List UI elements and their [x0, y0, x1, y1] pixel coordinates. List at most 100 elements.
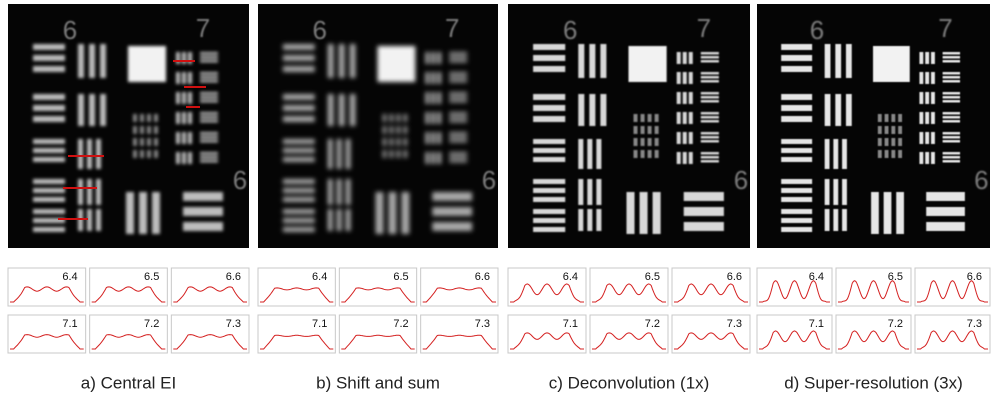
bar-element — [33, 94, 65, 100]
bar-element — [931, 132, 935, 144]
bar-element — [389, 126, 393, 134]
bar-element — [283, 116, 315, 122]
bar-element — [943, 92, 960, 95]
bar-element — [200, 100, 218, 103]
profile-plot: 6.6 — [915, 268, 990, 306]
bar-element — [701, 160, 719, 163]
profile-plot: 6.4 — [757, 268, 832, 306]
bar-element — [641, 114, 645, 122]
bar-element — [891, 138, 895, 146]
bar-element — [898, 138, 902, 146]
bar-element — [78, 179, 83, 205]
plot-label: 7.1 — [62, 318, 77, 330]
bar-element — [925, 52, 929, 64]
bar-element — [634, 114, 638, 122]
bar-element — [835, 44, 841, 78]
bar-element — [437, 92, 441, 104]
profile-plot: 6.4 — [258, 268, 335, 306]
bar-element — [596, 139, 601, 169]
bar-element — [449, 80, 467, 83]
bar-element — [283, 44, 315, 50]
bar-element — [437, 72, 441, 84]
bar-element — [677, 72, 681, 84]
group-label: 6 — [482, 165, 496, 195]
profile-plot: 7.2 — [339, 315, 416, 353]
plot-label: 6.6 — [967, 271, 982, 283]
bar-element — [328, 139, 333, 169]
bar-element — [943, 136, 960, 139]
bar-element — [33, 197, 65, 202]
bar-element — [449, 136, 467, 139]
bar-element — [328, 209, 333, 231]
profile-plot: 7.1 — [258, 315, 335, 353]
bar-element — [425, 52, 429, 64]
bar-element — [133, 138, 137, 146]
plot-label: 6.5 — [144, 271, 159, 283]
bar-element — [449, 120, 467, 123]
bar-element — [200, 160, 218, 163]
group-label: 6 — [63, 15, 77, 45]
bar-element — [701, 80, 719, 83]
bar-element — [449, 152, 467, 155]
bar-element — [283, 188, 315, 193]
bar-element — [578, 44, 584, 78]
bar-element — [182, 72, 186, 84]
profile-line-marker — [186, 106, 200, 108]
bar-element — [283, 218, 315, 223]
bar-element — [403, 150, 407, 158]
bar-element — [825, 44, 831, 78]
group-label: 6 — [233, 165, 247, 195]
bar-element — [596, 209, 601, 231]
bar-element — [533, 188, 565, 193]
bar-element — [154, 114, 158, 122]
bar-element — [425, 72, 429, 84]
bar-element — [431, 152, 435, 164]
panel: 6766.46.56.67.17.27.3d) Super-resolution… — [757, 4, 990, 392]
bar-element — [701, 92, 719, 95]
plot-label: 7.2 — [888, 318, 903, 330]
target-image: 676 — [757, 4, 990, 248]
bar-element — [89, 94, 95, 126]
group-label: 6 — [810, 15, 824, 45]
bar-element — [833, 139, 838, 169]
bar-element — [781, 105, 812, 111]
bar-element — [648, 150, 652, 158]
bar-element — [684, 192, 724, 201]
panel: 6766.46.56.67.17.27.3c) Deconvolution (1… — [508, 4, 750, 392]
bar-element — [431, 132, 435, 144]
bar-element — [96, 139, 101, 169]
bar-element — [781, 139, 812, 144]
profile-plot: 7.2 — [590, 315, 668, 353]
bar-element — [683, 52, 687, 64]
bar-element — [587, 209, 592, 231]
bar-element — [350, 94, 356, 126]
plot-label: 6.5 — [645, 271, 660, 283]
panel: 6766.46.56.67.17.27.3a) Central EI — [8, 4, 249, 392]
bar-element — [641, 126, 645, 134]
bar-element — [677, 112, 681, 124]
bar-element — [701, 132, 719, 135]
profile-plot: 7.3 — [915, 315, 990, 353]
bar-element — [943, 76, 960, 79]
bar-element — [382, 150, 386, 158]
bar-element — [842, 209, 847, 231]
bar-element — [600, 94, 606, 126]
bar-element — [677, 92, 681, 104]
bar-element — [925, 132, 929, 144]
group-label: 7 — [938, 13, 952, 43]
bar-element — [96, 209, 101, 231]
bar-element — [701, 120, 719, 123]
bar-element — [781, 116, 812, 122]
bar-element — [283, 148, 315, 153]
bar-element — [943, 160, 960, 163]
bar-element — [437, 152, 441, 164]
bar-element — [176, 92, 180, 104]
bar-element — [182, 132, 186, 144]
plot-label: 7.3 — [727, 318, 742, 330]
bar-element — [689, 72, 693, 84]
bar-element — [943, 112, 960, 115]
bar-element — [919, 152, 923, 164]
bar-element — [346, 209, 351, 231]
bar-element — [931, 92, 935, 104]
